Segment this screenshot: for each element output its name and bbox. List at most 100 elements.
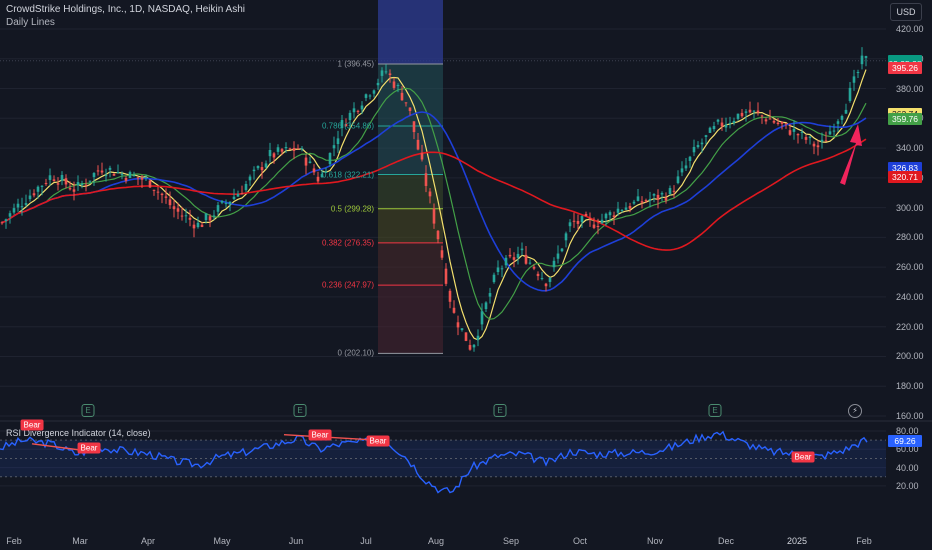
bear-signal: Bear [20,419,44,431]
candle-body [464,332,468,341]
fib-zone [378,174,443,209]
bear-signal: Bear [791,451,815,463]
candle-body [272,153,276,158]
candle-body [552,260,556,268]
candle-body [728,122,732,124]
candle-body [252,169,256,172]
candle-body [556,253,560,259]
candle-body [608,212,612,216]
candle-body [616,208,620,213]
candle-body [536,273,540,277]
candle-body [220,200,224,203]
candle-body [492,274,496,283]
candle-body [620,210,624,212]
candle-body [148,180,152,188]
candle-body [184,215,188,217]
candle-body [784,123,788,125]
flash-icon[interactable]: ⚡ [848,404,862,418]
candle-body [268,149,272,157]
candle-body [764,119,768,122]
candle-body [24,203,28,205]
candle-body [840,115,844,120]
candle-body [356,110,360,112]
candle-body [276,147,280,152]
candle-body [40,185,44,187]
candle-body [116,172,120,174]
candle-body [52,179,56,181]
fib-zone [378,208,443,243]
candle-body [652,193,656,196]
candle-body [76,182,80,186]
fib-level-label: 0 (202.10) [337,348,374,358]
candle-body [804,137,808,140]
earnings-marker[interactable]: E [708,404,722,417]
candle-body [204,213,208,221]
candle-body [108,167,112,170]
earnings-marker[interactable]: E [81,404,95,417]
candle-body [236,194,240,197]
time-tick-label: Feb [856,536,872,546]
candle-body [484,302,488,310]
candle-body [756,110,760,113]
candle-body [216,205,220,212]
candle-body [792,128,796,132]
candle-body [760,115,764,117]
candle-body [420,153,424,160]
candle-body [612,215,616,218]
candle-body [812,143,816,147]
candle-body [516,253,520,258]
price-tick-label: 340.00 [896,143,924,154]
candle-body [84,184,88,186]
chart-title: CrowdStrike Holdings, Inc., 1D, NASDAQ, … [6,4,245,15]
candle-body [508,254,512,257]
price-tick-label: 420.00 [896,24,924,34]
candle-body [412,121,416,133]
earnings-marker[interactable]: E [293,404,307,417]
fib-zone [378,125,443,175]
candle-body [668,188,672,194]
rsi-tick-label: 40.00 [896,462,919,473]
candle-body [176,208,180,212]
candle-body [120,173,124,175]
price-tick-label: 260.00 [896,262,924,273]
candle-body [656,194,660,200]
candle-body [140,177,144,180]
candle-body [160,193,164,196]
candle-body [560,248,564,252]
fib-level-label: 0.382 (276.35) [321,238,374,248]
candle-body [664,197,668,201]
candle-body [332,145,336,149]
candle-body [632,201,636,204]
time-tick-label: Sep [502,536,520,546]
candle-body [452,307,456,313]
candle-body [316,176,320,182]
candle-body [520,248,524,251]
candle-body [104,175,108,177]
candle-body [772,120,776,123]
earnings-marker[interactable]: E [493,404,507,417]
candle-body [192,224,196,229]
time-tick-label: Feb [6,536,22,546]
candle-body [188,217,192,220]
candle-body [92,172,96,178]
currency-button[interactable]: USD [890,3,922,21]
price-tick-label: 200.00 [896,351,924,362]
candle-body [320,174,324,178]
candle-body [832,130,836,132]
candle-body [380,70,384,76]
candle-body [436,230,440,240]
candle-body [16,203,20,208]
candle-body [592,224,596,228]
candle-body [708,127,712,133]
candle-body [532,266,536,269]
price-tick-label: 380.00 [896,83,924,94]
candle-body [388,73,392,75]
candle-body [720,122,724,127]
candle-body [432,208,436,224]
candle-body [396,85,400,87]
rsi-band [0,440,886,477]
candle-body [588,218,592,220]
candle-body [228,201,232,205]
candle-body [680,168,684,173]
